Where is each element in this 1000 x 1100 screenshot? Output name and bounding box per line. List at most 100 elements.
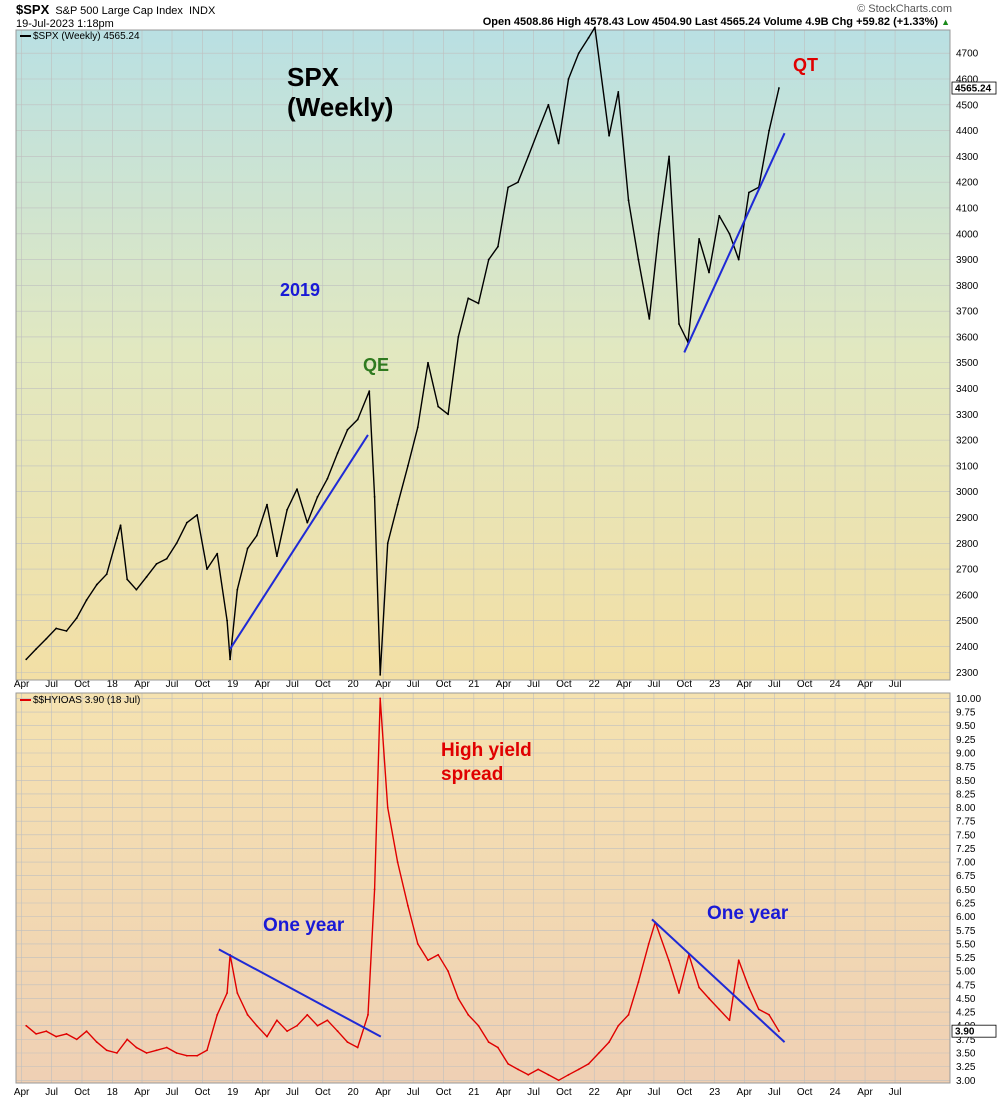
spx-y-tick-label-23: 4600 [956,75,979,86]
spx-x-tick-label-1: Jul [45,679,58,690]
hy-data-point [145,1052,148,1054]
qe-label: QE [363,355,389,375]
spx-last-value-box [951,81,997,95]
hy-data-point [175,1052,178,1054]
hy-data-point [226,992,229,994]
hy-y-tick-label-22: 8.50 [956,776,976,787]
hy-plot-background [16,693,950,1083]
hy-data-point [487,1041,490,1043]
hy-y-tick-label-13: 6.25 [956,899,976,910]
spx-x-tick-label-25: Jul [768,679,781,690]
spx-x-tick-label-3: 18 [107,679,119,690]
hy-x-tick-label-10: Oct [315,1087,331,1098]
hy-x-tick-label-3: 18 [107,1087,119,1098]
hy-y-tick-label-10: 5.50 [956,939,976,950]
spx-y-tick-label-19: 4200 [956,178,979,189]
hy-data-point [236,992,239,994]
hy-x-tick-label-22: Oct [677,1087,693,1098]
hy-data-point [326,1019,329,1022]
spx-data-point [497,245,499,248]
spx-data-point [668,155,671,158]
hy-x-tick-label-13: Jul [407,1087,420,1098]
spx-x-tick-label-10: Oct [315,679,331,690]
spx-x-tick-label-27: 24 [829,679,841,690]
spx-y-tick-label-16: 3900 [956,255,979,266]
hy-data-point [637,981,640,983]
hy-x-tick-label-6: Oct [195,1087,211,1098]
spx-x-tick-label-17: Jul [527,679,540,690]
spx-legend-text: $SPX (Weekly) 4565.24 [33,31,140,42]
spx-plot-border [15,29,951,681]
hy-data-point [276,1019,278,1022]
hy-data-point [718,1008,721,1011]
spx-x-tick-label-6: Oct [195,679,211,690]
hy-y-tick-label-12: 6.00 [956,912,976,923]
hy-data-point [135,1046,138,1049]
hy-data-point [708,997,710,1000]
hy-y-tick-label-18: 7.50 [956,830,976,841]
hy-data-point [748,986,750,989]
spx-data-point [216,552,219,555]
spx-y-tick-label-7: 3000 [956,487,979,498]
spx-data-point [236,588,239,591]
spx-x-tick-label-12: Apr [375,679,391,690]
hy-x-tick-label-17: Jul [527,1087,540,1098]
hy-last-value-label: 3.90 [955,1027,975,1038]
hy-x-tick-label-14: Oct [436,1087,452,1098]
hy-x-tick-label-5: Jul [166,1087,179,1098]
spx-y-tick-label-18: 4100 [956,203,979,214]
spx-data-point [396,503,399,506]
spx-x-tick-label-16: Apr [496,679,512,690]
hy-data-point [757,1008,760,1011]
spx-data-point [119,524,122,527]
hy-data-point [728,1019,731,1022]
spx-x-tick-label-13: Jul [407,679,420,690]
hy-data-point [356,1046,359,1049]
hy-x-tick-label-8: Apr [255,1087,271,1098]
hy-y-tick-label-21: 8.25 [956,789,976,800]
hy-y-tick-label-25: 9.25 [956,735,976,746]
hy-data-point [577,1068,580,1071]
spx-x-tick-label-21: Jul [648,679,661,690]
spx-data-point [487,258,490,261]
hy-y-tick-label-8: 5.00 [956,967,976,978]
hy-y-tick-label-11: 5.75 [956,926,976,937]
hy-data-point [457,997,460,1000]
hy-x-tick-label-0: Apr [14,1087,30,1098]
hy-data-point [517,1068,519,1071]
spx-data-point [336,452,339,454]
exchange: INDX [189,5,216,17]
spx-trendline-2023 [683,132,786,353]
spx-data-point [608,134,610,137]
spx-data-point [266,503,268,506]
symbol: $SPX [16,2,50,17]
spx-x-tick-label-23: 23 [709,679,721,690]
hy-data-point [608,1041,610,1043]
chart-date: 19-Jul-2023 1:18pm [16,18,114,30]
spx-x-tick-label-4: Apr [134,679,150,690]
spx-x-tick-label-24: Apr [737,679,753,690]
spx-data-point [246,547,249,550]
hy-data-point [286,1030,289,1033]
spx-data-point [778,87,780,89]
spx-data-point [698,238,701,240]
hy-data-point [527,1073,530,1076]
spx-data-point [196,514,198,516]
spx-y-tick-label-22: 4500 [956,100,979,111]
hy-x-tick-label-16: Apr [496,1087,512,1098]
hy-y-tick-label-7: 4.75 [956,980,976,991]
spx-x-tick-label-15: 21 [468,679,480,690]
hy-data-point [155,1049,158,1052]
spx-data-point [95,583,98,586]
hy-data-point [185,1054,188,1057]
price-stats-text: Open 4508.86 High 4578.43 Low 4504.90 La… [482,16,939,28]
spx-panel: 2300 2400 2500 2600 2700 2800 2900 3000 3100 3200… [14,26,997,690]
hy-data-point [587,1063,590,1065]
hy-trendline-left [218,948,382,1038]
spx-data-point [175,542,178,545]
hy-x-tick-label-15: 21 [468,1087,480,1098]
hy-data-point [678,992,680,994]
spx-data-point [748,191,750,194]
spx-y-tick-label-5: 2800 [956,539,979,550]
